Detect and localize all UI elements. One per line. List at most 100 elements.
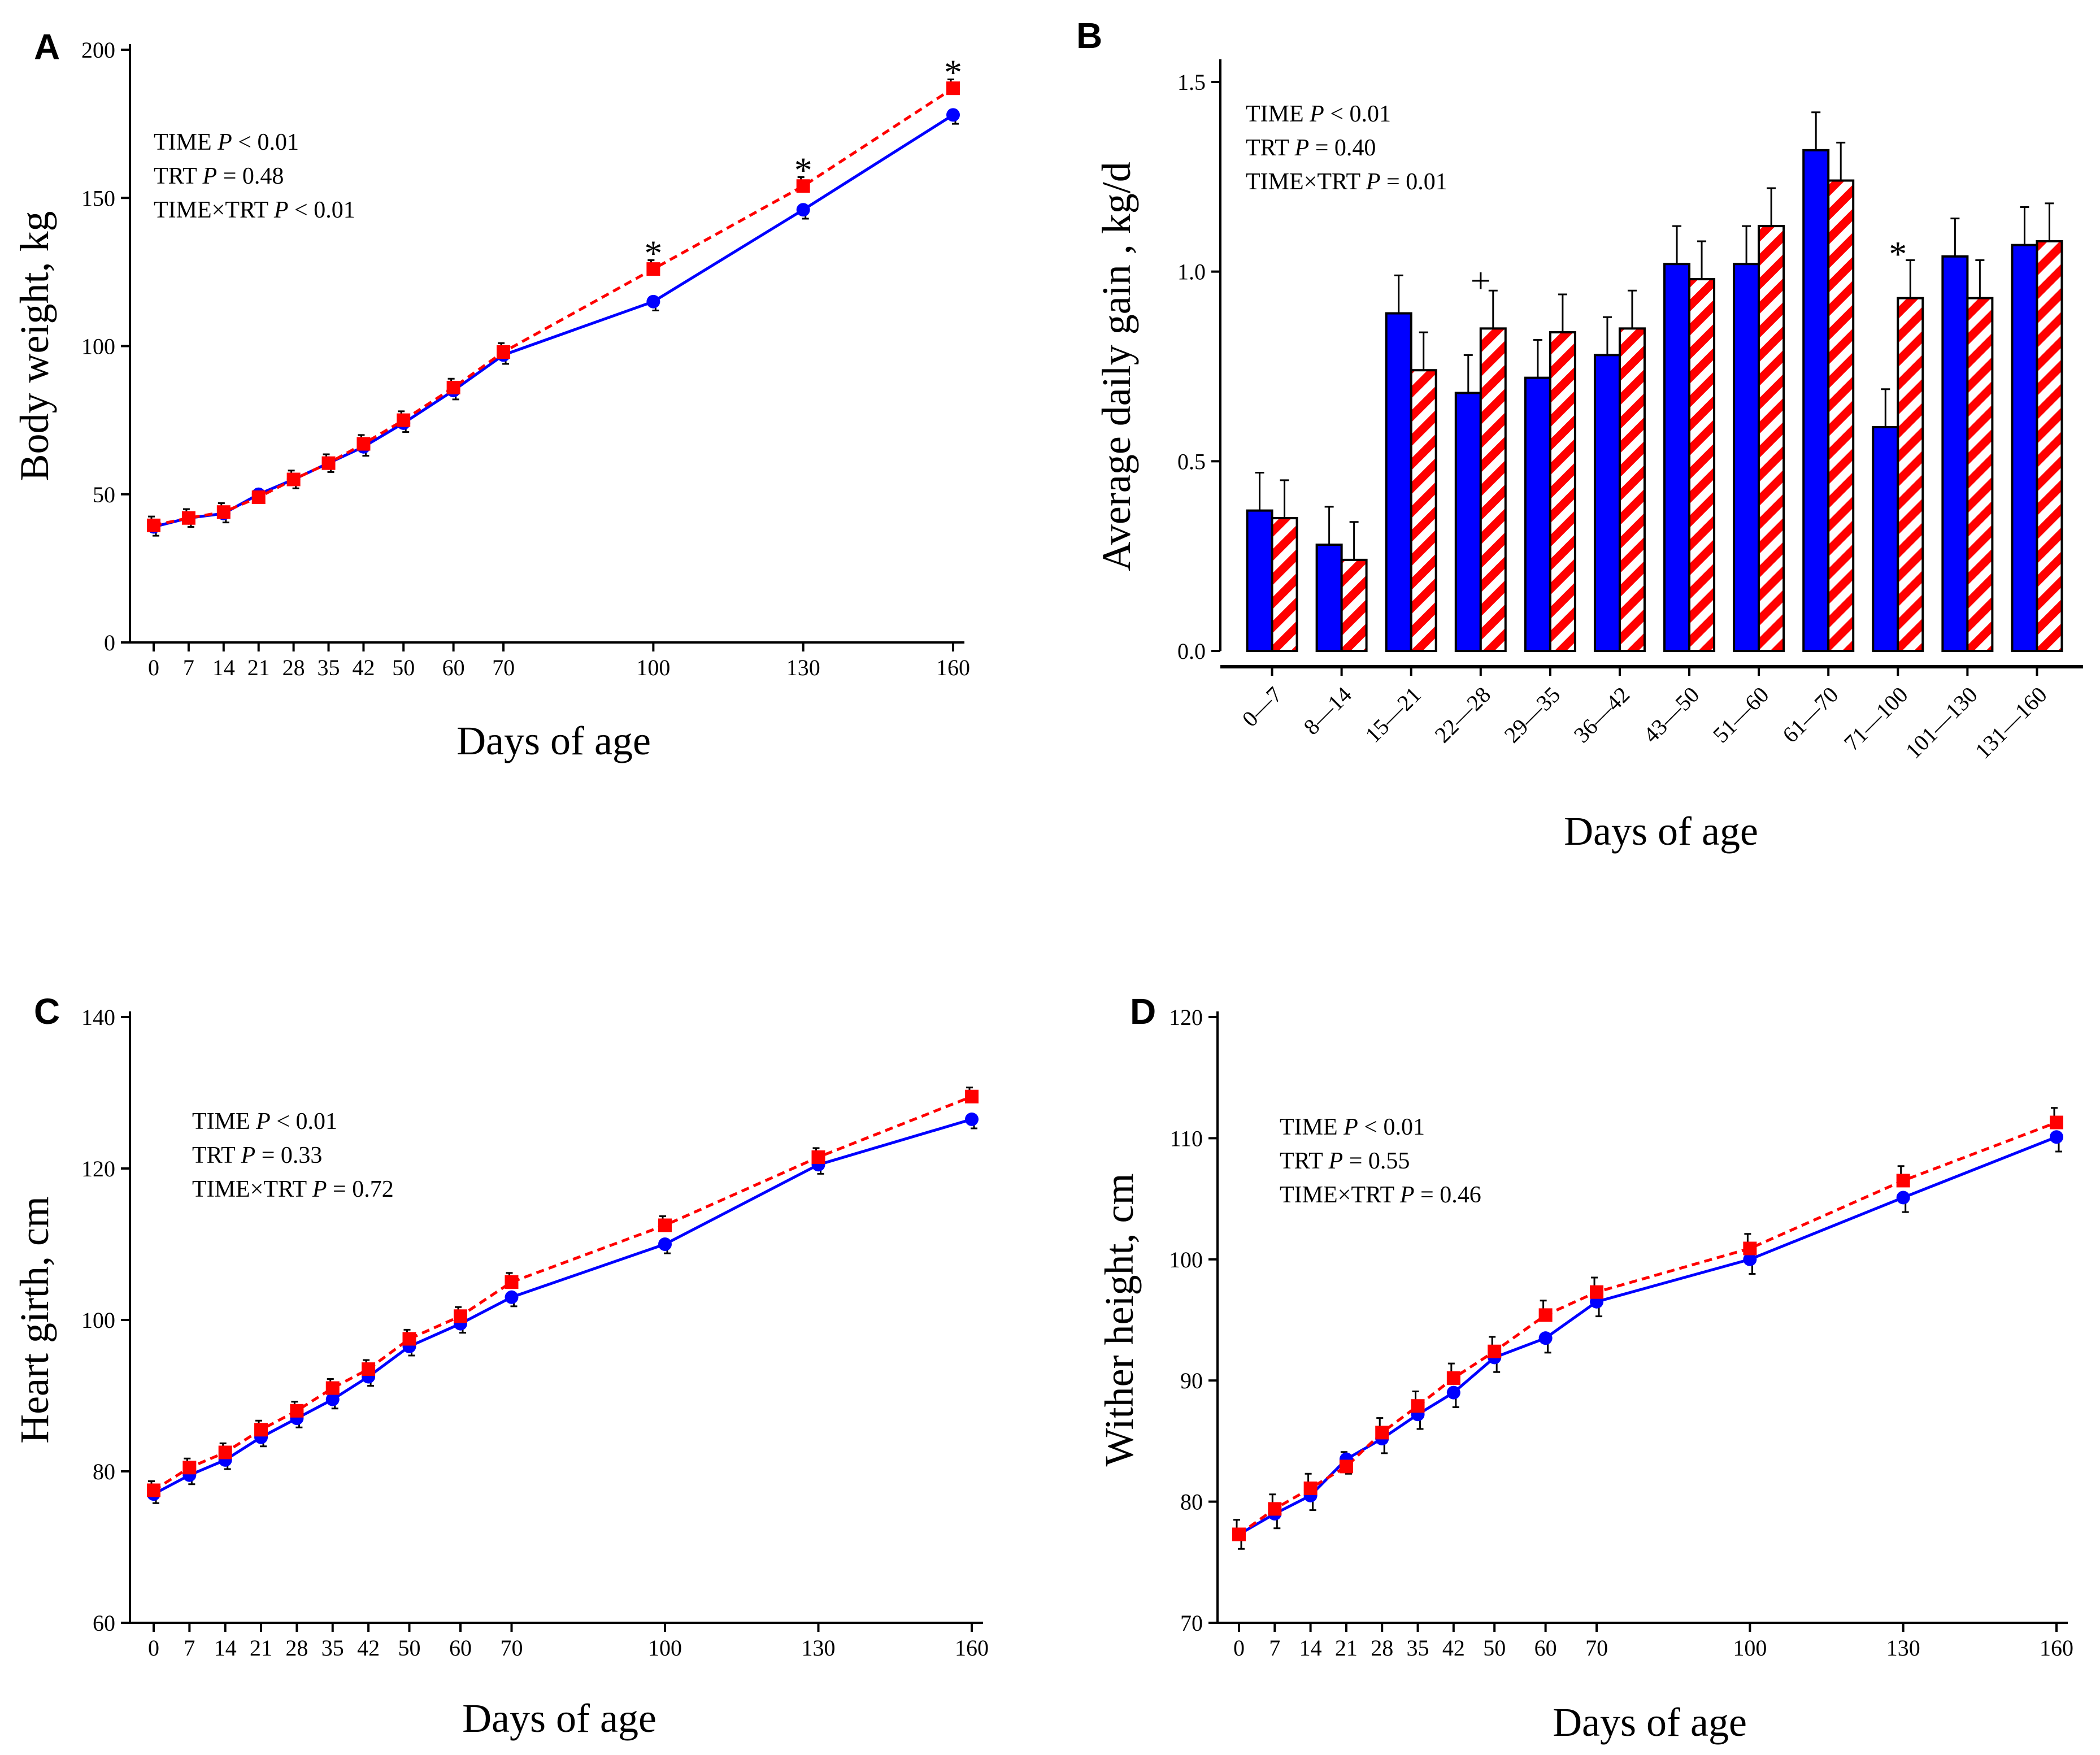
x-tick-label: 35 (318, 655, 340, 680)
control-error-bar (1324, 506, 1334, 546)
treatment-bar (1758, 225, 1785, 652)
x-tick-label: 60 (1534, 1635, 1557, 1661)
x-tick-label: 14 (1299, 1635, 1322, 1661)
treatment-point (325, 1381, 340, 1395)
x-tick-label: 100 (636, 655, 670, 680)
control-point (1538, 1331, 1553, 1345)
treatment-point (1303, 1482, 1318, 1496)
treatment-point (362, 1362, 376, 1376)
x-axis-title: Days of age (1553, 1700, 1747, 1745)
control-point (946, 108, 960, 122)
x-tick-label: 70 (501, 1635, 523, 1661)
y-tick-label: 90 (1180, 1368, 1203, 1393)
treatment-bar (1688, 278, 1716, 652)
x-tick-label: 160 (936, 655, 970, 680)
x-tick-label: 100 (648, 1635, 682, 1661)
control-bar (2011, 244, 2038, 652)
treatment-point (356, 437, 371, 451)
treatment-error-bar (1419, 331, 1428, 371)
significance-mark: * (644, 233, 662, 273)
x-tick-label: 35 (1407, 1635, 1429, 1661)
treatment-point (658, 1218, 672, 1232)
x-tick-label: 43—50 (1638, 682, 1705, 748)
panel-letter: C (34, 991, 60, 1032)
treatment-point (218, 1445, 232, 1459)
x-tick-label: 36—42 (1569, 682, 1635, 748)
y-tick-label: 100 (81, 334, 115, 359)
y-tick-label: 80 (93, 1459, 115, 1484)
treatment-error-bar (1975, 259, 1985, 299)
control-point (505, 1290, 519, 1304)
x-tick-label: 70 (1585, 1635, 1608, 1661)
x-tick-label: 21 (1335, 1635, 1358, 1661)
treatment-point (290, 1404, 304, 1418)
x-tick-label: 28 (1371, 1635, 1393, 1661)
stat-line: TIME P < 0.01 (1246, 101, 1391, 127)
treatment-bar (1966, 297, 1994, 652)
treatment-bar (1549, 331, 1576, 652)
control-error-bar (2020, 206, 2029, 246)
treatment-error-bar (1280, 479, 1289, 519)
treatment-bar (1340, 558, 1368, 652)
significance-mark: * (1889, 234, 1907, 274)
treatment-point (2050, 1115, 2063, 1130)
control-error-bar (1602, 316, 1612, 356)
control-point (1896, 1191, 1910, 1205)
x-tick-label: 7 (184, 1635, 195, 1661)
y-axis-title: Wither height, cm (1097, 1174, 1142, 1467)
control-error-bar (1742, 225, 1751, 265)
treatment-point (454, 1309, 467, 1323)
treatment-point (397, 413, 411, 427)
control-bar (1454, 392, 1482, 652)
control-bar (1733, 263, 1760, 652)
control-point (796, 203, 810, 217)
x-tick-label: 131—160 (1970, 682, 2052, 764)
x-tick-label: 130 (1886, 1635, 1920, 1661)
treatment-point (321, 456, 336, 470)
panel-b-average-daily-gain: B 0.0 0.5 1.0 1.5 Days of age Average daily ga… (1076, 15, 2083, 854)
stat-line: TIME×TRT P < 0.01 (154, 197, 355, 223)
treatment-point (1411, 1399, 1425, 1413)
control-error-bar (1881, 388, 1890, 428)
control-error-bar (1255, 471, 1264, 512)
x-tick-label: 50 (1483, 1635, 1506, 1661)
treatment-point (1896, 1174, 1910, 1188)
control-point (325, 1392, 340, 1406)
y-axis-title: Average daily gain , kg/d (1094, 162, 1139, 571)
treatment-point (796, 179, 810, 193)
y-tick-label: 0.0 (1177, 638, 1206, 664)
x-tick-label: 130 (786, 655, 820, 680)
stat-line: TIME P < 0.01 (192, 1109, 337, 1135)
stat-line: TRT P = 0.33 (192, 1143, 322, 1168)
x-tick-label: 29—35 (1499, 682, 1566, 748)
treatment-error-bar (1906, 259, 1915, 299)
treatment-bar (1827, 179, 1855, 652)
x-tick-label: 160 (2040, 1635, 2073, 1661)
x-tick-label: 0 (1233, 1635, 1245, 1661)
treatment-point (446, 380, 460, 394)
control-error-bar (1672, 225, 1682, 265)
control-point (965, 1112, 979, 1126)
y-tick-label: 150 (81, 185, 115, 211)
x-tick-label: 8—14 (1298, 682, 1356, 740)
treatment-point (1590, 1285, 1604, 1299)
x-tick-label: 21 (250, 1635, 272, 1661)
treatment-point (1268, 1502, 1282, 1516)
stat-line: TRT P = 0.55 (1280, 1148, 1410, 1174)
treatment-point (182, 1461, 197, 1475)
treatment-point (181, 511, 195, 525)
y-tick-label: 120 (81, 1156, 115, 1181)
x-tick-label: 21 (247, 655, 270, 680)
control-error-bar (1950, 218, 1960, 258)
treatment-point (1375, 1426, 1389, 1440)
treatment-point (646, 262, 660, 276)
treatment-point (497, 345, 511, 359)
significance-mark: * (944, 52, 962, 92)
control-bar (1941, 255, 1969, 652)
stat-line: TIME×TRT P = 0.46 (1280, 1182, 1481, 1208)
x-axis-title: Days of age (462, 1696, 656, 1741)
x-tick-label: 28 (285, 1635, 308, 1661)
significance-mark: * (794, 150, 812, 190)
